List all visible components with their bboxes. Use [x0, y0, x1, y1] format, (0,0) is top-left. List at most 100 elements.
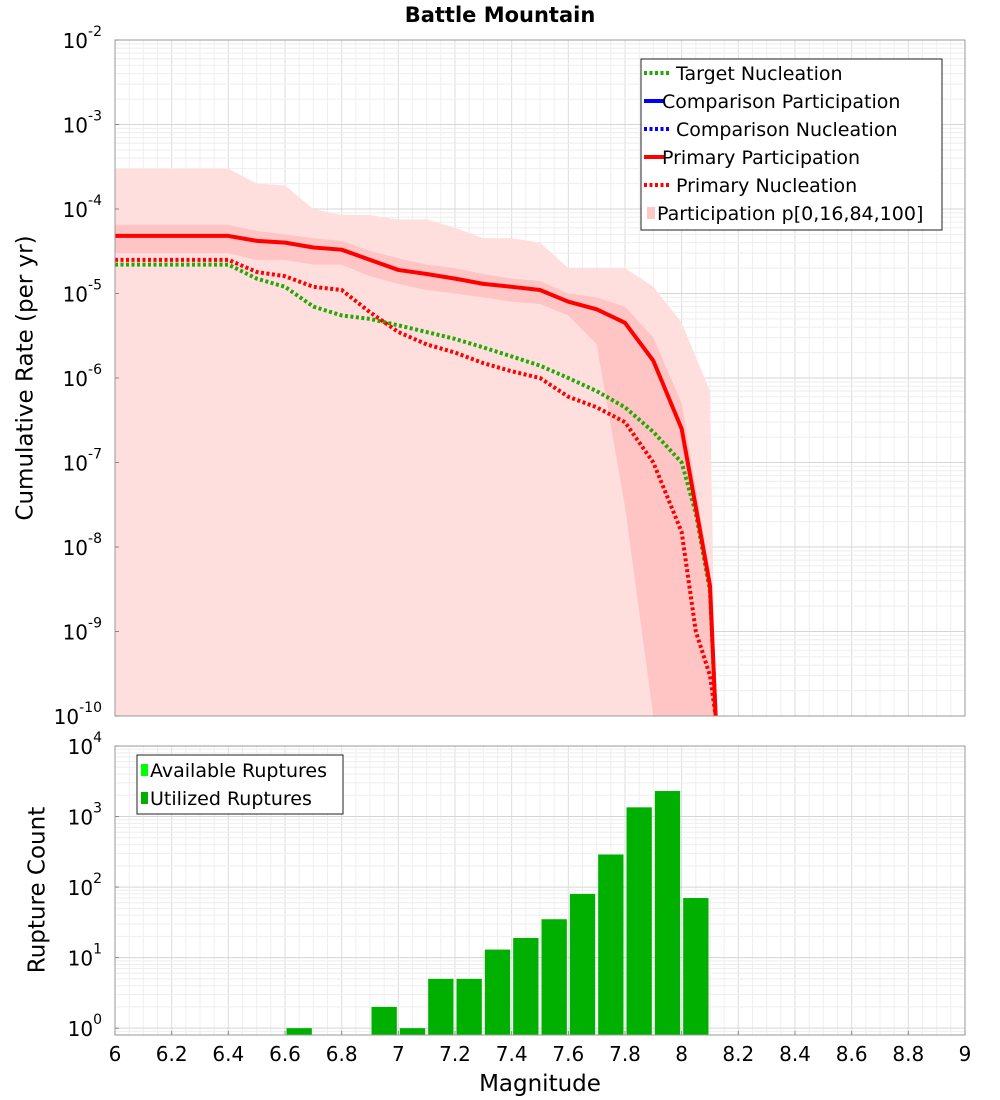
top-y-tick-base: 10	[54, 705, 79, 729]
top-y-tick-base: 10	[63, 367, 88, 391]
x-tick-label: 7.8	[609, 1042, 641, 1066]
bar-utilized-ruptures	[371, 1006, 397, 1035]
top-y-tick-exp: -8	[88, 531, 102, 547]
top-y-tick-label: 10-8	[63, 531, 102, 560]
bottom-y-tick-exp: 3	[93, 801, 102, 817]
bar-utilized-ruptures	[399, 1028, 426, 1035]
top-y-tick-base: 10	[63, 621, 88, 645]
legend-label: Utilized Ruptures	[150, 788, 312, 810]
bottom-y-tick-base: 10	[68, 947, 93, 971]
top-y-tick-exp: -5	[88, 278, 102, 294]
x-tick-label: 9	[959, 1042, 972, 1066]
top-y-axis-label: Cumulative Rate (per yr)	[13, 235, 39, 520]
x-tick-label: 6.8	[326, 1042, 358, 1066]
bottom-y-tick-exp: 0	[93, 1012, 102, 1028]
bottom-y-tick-label: 101	[68, 942, 102, 971]
bottom-bars	[286, 791, 709, 1035]
x-ticks: 6 6.2 6.4 6.6 6.8 7 7.2 7.4 7.6 7.8 8 8.2 8.4 8.6 8.8 9	[109, 1031, 972, 1066]
bar-utilized-ruptures	[286, 1028, 312, 1035]
legend-swatch	[141, 792, 148, 804]
bottom-y-tick-base: 10	[68, 876, 93, 900]
top-y-tick-base: 10	[63, 29, 88, 53]
bar-utilized-ruptures	[626, 807, 652, 1035]
x-tick-label: 6.2	[156, 1042, 188, 1066]
series-primary-nucleation	[115, 257, 718, 716]
x-tick-label: 7.4	[496, 1042, 528, 1066]
legend-label: Target Nucleation	[675, 63, 843, 85]
top-y-tick-base: 10	[63, 452, 88, 476]
top-y-tick-exp: -6	[88, 362, 102, 378]
bottom-y-tick-label: 100	[68, 1012, 102, 1041]
bottom-y-tick-label: 104	[68, 730, 102, 759]
bottom-y-tick-base: 10	[68, 1017, 93, 1041]
legend-label: Comparison Participation	[662, 91, 900, 113]
top-y-tick-label: 10-10	[54, 700, 102, 729]
top-y-tick-exp: -10	[79, 700, 102, 716]
series-primary-participation	[115, 233, 718, 716]
bottom-y-tick-label: 102	[68, 871, 102, 900]
x-tick-label: 8.2	[722, 1042, 754, 1066]
x-tick-label: 7.6	[552, 1042, 584, 1066]
bottom-plot-frame	[114, 745, 966, 1036]
legend-label: Primary Participation	[662, 147, 860, 169]
top-y-tick-exp: -9	[88, 616, 102, 632]
top-bands	[115, 168, 716, 716]
top-y-tick-label: 10-7	[63, 447, 102, 476]
top-y-tick-label: 10-5	[63, 278, 102, 307]
x-tick-label: 8.8	[892, 1042, 924, 1066]
legend-label: Comparison Nucleation	[676, 119, 898, 141]
x-tick-label: 7.2	[439, 1042, 471, 1066]
top-y-tick-label: 10-9	[63, 616, 102, 645]
bar-utilized-ruptures	[541, 919, 567, 1035]
bottom-y-tick-label: 103	[68, 801, 102, 830]
top-y-tick-exp: -3	[88, 109, 102, 125]
bottom-y-tick-exp: 1	[93, 942, 102, 958]
x-tick-label: 6.6	[269, 1042, 301, 1066]
x-axis-label: Magnitude	[479, 1071, 601, 1097]
bottom-y-tick-exp: 4	[93, 730, 102, 746]
x-tick-label: 8	[675, 1042, 688, 1066]
top-y-tick-label: 10-2	[63, 24, 102, 53]
top-y-tick-label: 10-6	[63, 362, 103, 391]
bar-utilized-ruptures	[598, 854, 624, 1035]
top-y-tick-exp: -4	[88, 193, 102, 209]
bottom-y-tick-base: 10	[68, 735, 93, 759]
bottom-legend-box	[136, 754, 344, 815]
top-legend-box	[640, 58, 943, 231]
bar-utilized-ruptures	[513, 937, 539, 1035]
x-tick-label: 8.6	[836, 1042, 868, 1066]
legend-swatch	[141, 764, 148, 776]
x-tick-label: 6.4	[212, 1042, 244, 1066]
bottom-y-tick-base: 10	[68, 806, 93, 830]
x-tick-label: 6	[109, 1042, 122, 1066]
top-y-tick-label: 10-4	[63, 193, 103, 222]
bottom-y-axis-label: Rupture Count	[25, 807, 51, 973]
band-p16-p84	[115, 224, 716, 716]
top-y-tick-base: 10	[63, 198, 88, 222]
chart-title: Battle Mountain	[405, 3, 596, 27]
bottom-legend: Available Ruptures Utilized Ruptures	[136, 754, 344, 815]
top-y-tick-base: 10	[63, 283, 88, 307]
bar-utilized-ruptures	[428, 978, 454, 1035]
x-tick-label: 7	[392, 1042, 405, 1066]
legend-label: Participation p[0,16,84,100]	[657, 203, 923, 225]
x-tick-label: 8.4	[779, 1042, 811, 1066]
bottom-y-tick-exp: 2	[93, 871, 102, 887]
legend-label: Available Ruptures	[150, 760, 327, 782]
legend-swatch	[647, 207, 655, 219]
top-y-tick-base: 10	[63, 114, 88, 138]
top-y-tick-base: 10	[63, 536, 88, 560]
top-series	[115, 233, 718, 716]
top-y-tick-exp: -7	[88, 447, 102, 463]
top-legend: Target Nucleation Comparison Participatio…	[640, 58, 943, 231]
top-y-tick-exp: -2	[88, 24, 102, 40]
bar-utilized-ruptures	[484, 949, 511, 1035]
legend-label: Primary Nucleation	[676, 175, 857, 197]
bar-utilized-ruptures	[569, 893, 596, 1035]
bottom-grid	[114, 745, 966, 1036]
top-y-tick-label: 10-3	[63, 109, 102, 138]
